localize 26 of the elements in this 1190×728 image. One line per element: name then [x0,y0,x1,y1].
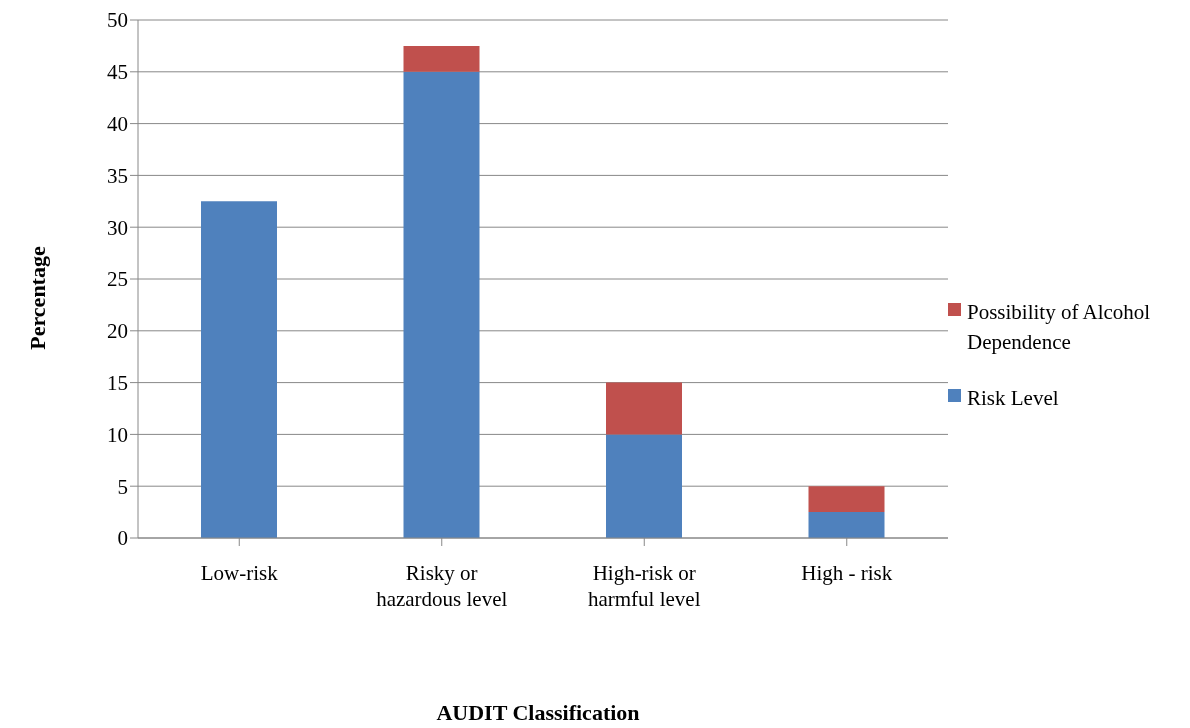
y-tick-label: 20 [107,319,128,344]
y-tick-label: 10 [107,422,128,447]
y-axis-title: Percentage [25,246,51,350]
bar [808,512,885,538]
y-tick-label: 25 [107,267,128,292]
bar [606,434,682,538]
bar [606,382,682,435]
y-tick-label: 45 [107,60,128,85]
y-tick-label: 40 [107,112,128,137]
x-tick-label: High-risk or harmful level [587,561,701,611]
x-tick-label: Low-risk [200,561,279,585]
y-tick-label: 35 [107,163,128,188]
y-tick-label: 30 [107,215,128,240]
x-tick-label: Risky or hazardous level [376,561,508,611]
bar [403,45,480,72]
legend-label: Risk Level [967,385,1059,412]
y-tick-label: 0 [117,526,128,551]
bar [808,486,885,513]
y-tick-label: 50 [107,8,128,33]
bar [201,201,277,538]
x-axis-title: AUDIT Classification [436,700,640,726]
y-tick-label: 15 [107,371,128,396]
legend-label: Possibility of Alcohol Dependence [967,299,1152,356]
bar [403,71,480,538]
x-tick-label: High - risk [801,561,893,585]
y-tick-label: 5 [117,474,128,499]
